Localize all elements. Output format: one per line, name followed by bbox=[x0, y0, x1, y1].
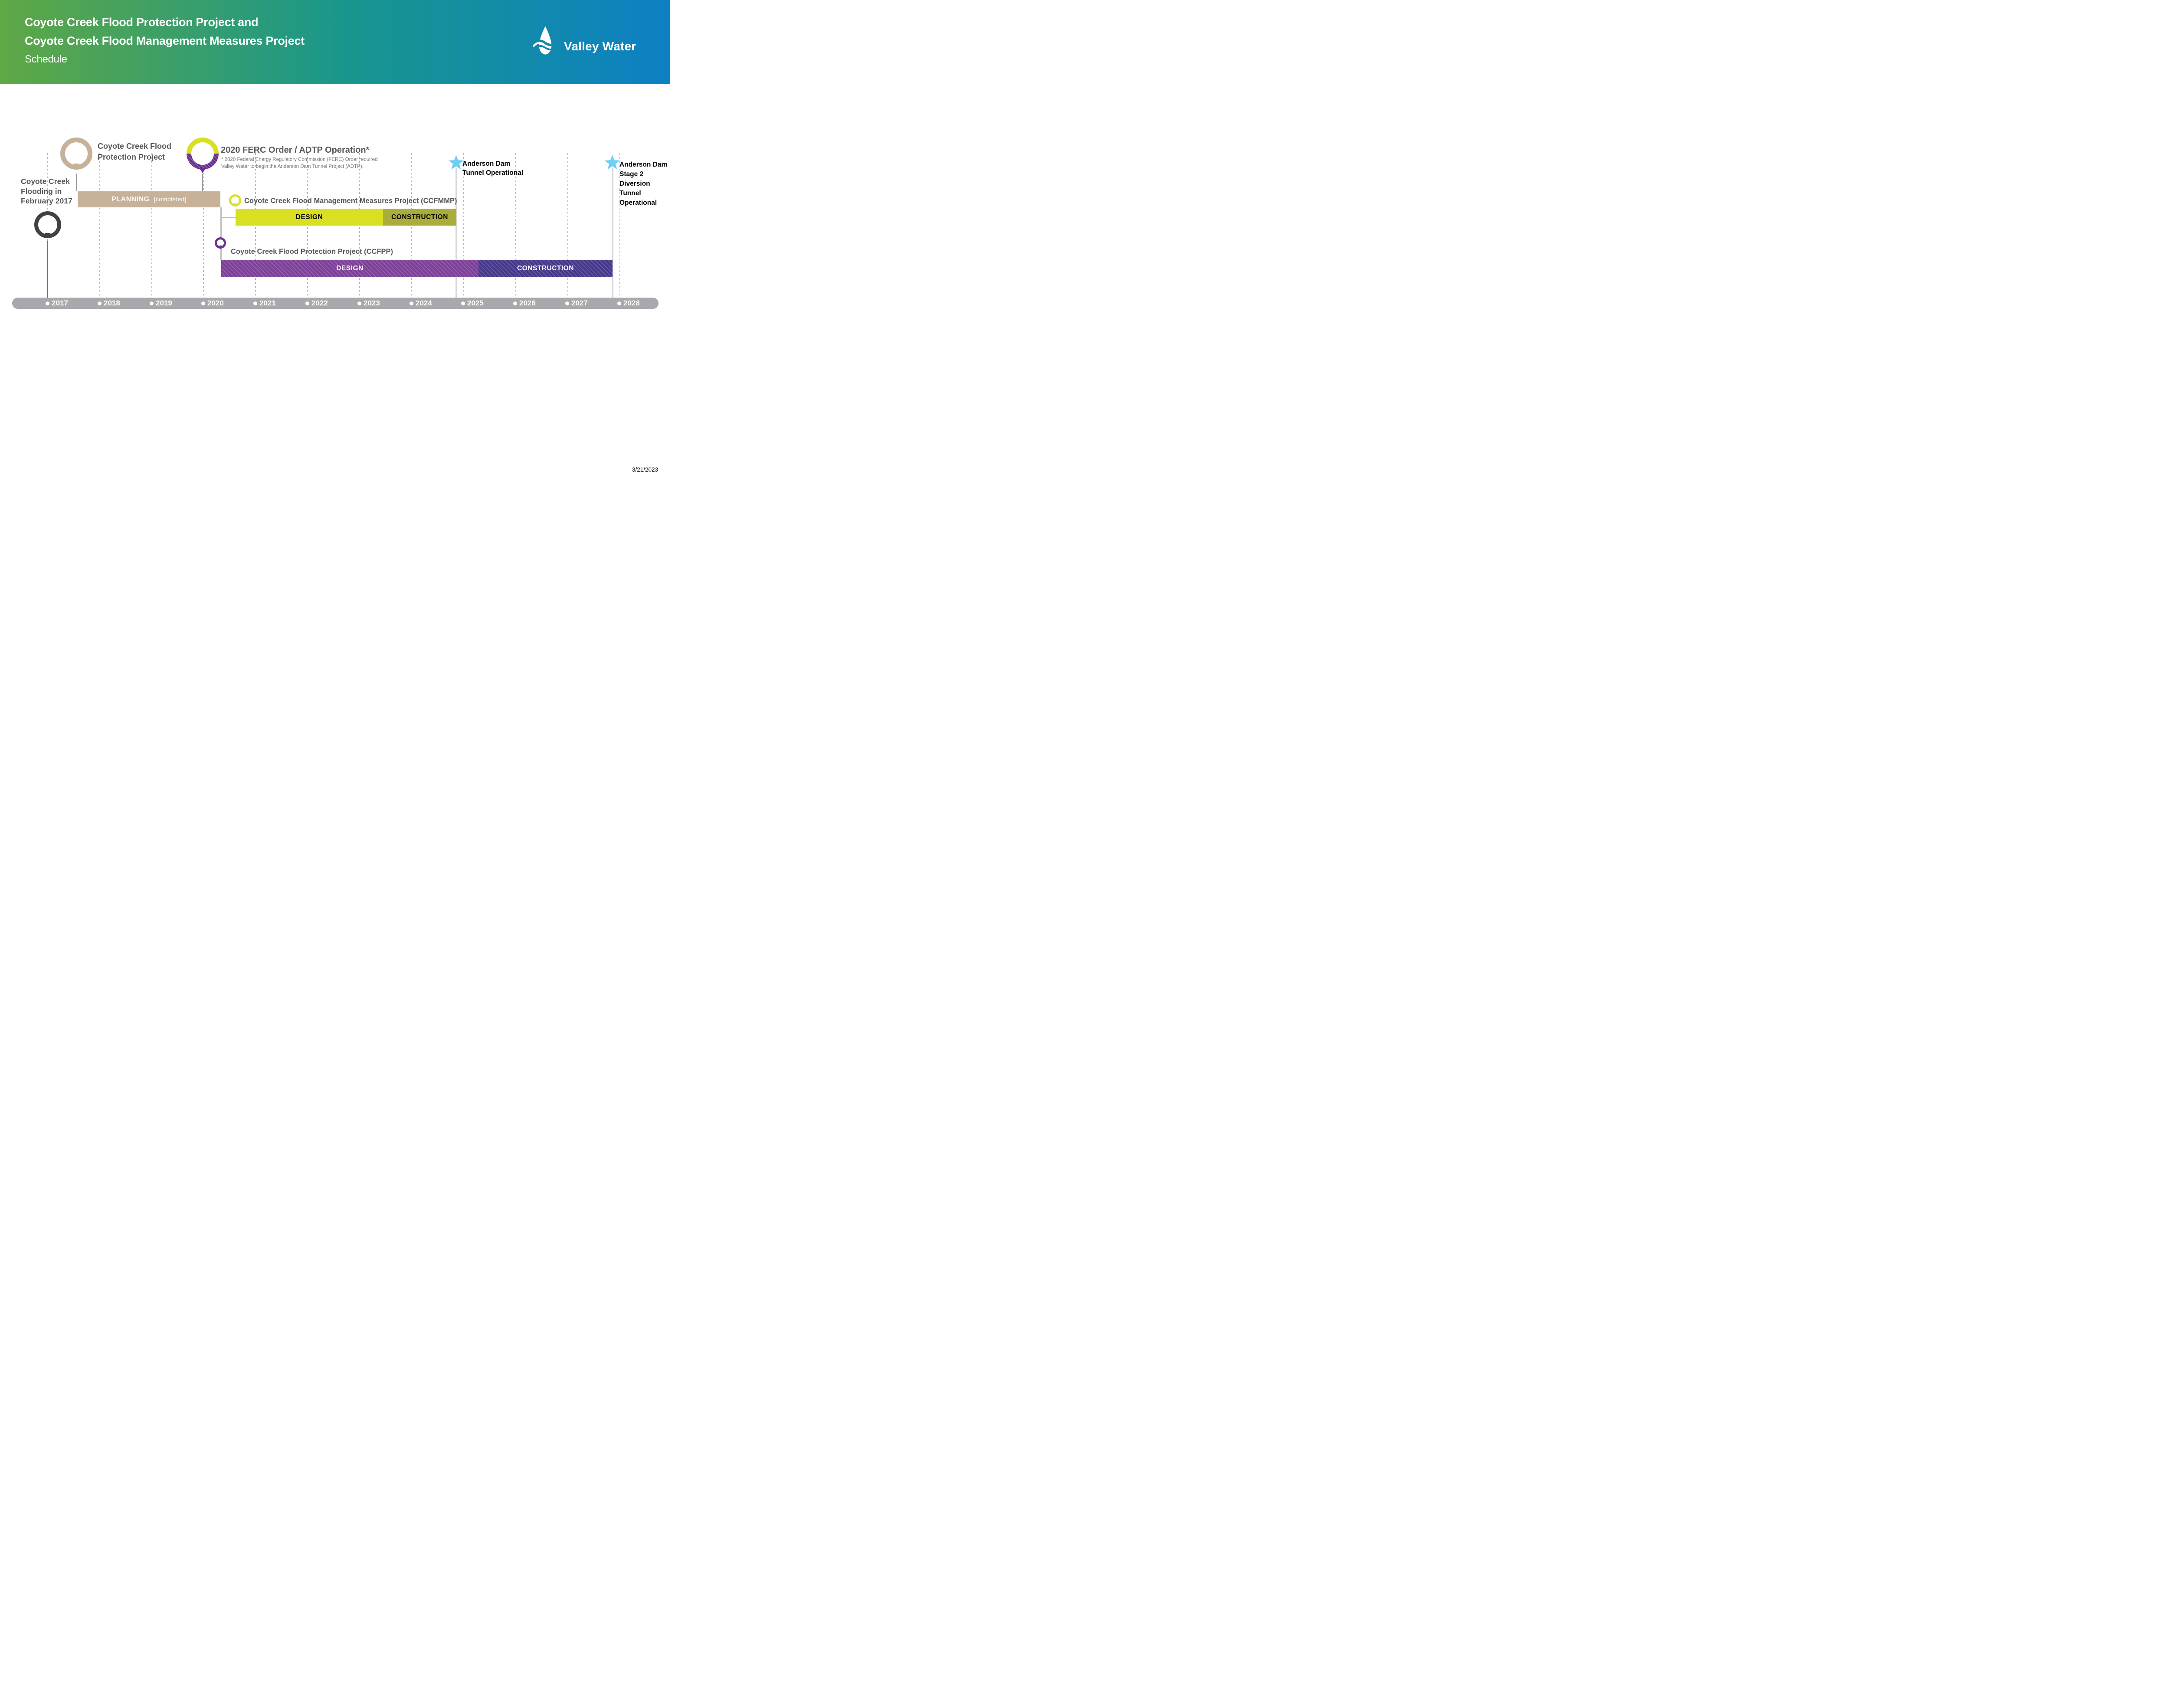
water-drop-icon bbox=[533, 25, 557, 56]
year-tick: 2027 bbox=[565, 298, 588, 309]
year-gridline bbox=[463, 153, 464, 298]
stage2-operational-label: Anderson Dam Stage 2 Diversion Tunnel Op… bbox=[619, 161, 668, 207]
ferc-order-title: 2020 FERC Order / ADTP Operation* bbox=[221, 145, 370, 155]
ccfpp-construction-bar: CONSTRUCTION bbox=[478, 260, 613, 277]
year-gridline bbox=[567, 153, 568, 298]
ccfmmp-design-bar: DESIGN bbox=[236, 209, 383, 226]
pin-stem bbox=[202, 174, 203, 191]
year-tick: 2023 bbox=[357, 298, 380, 309]
year-tick: 2022 bbox=[305, 298, 328, 309]
year-tick: 2019 bbox=[150, 298, 172, 309]
year-tick: 2021 bbox=[253, 298, 276, 309]
year-tick: 2017 bbox=[46, 298, 68, 309]
year-gridline bbox=[151, 153, 152, 298]
year-gridline bbox=[203, 153, 204, 298]
star-icon bbox=[604, 155, 620, 170]
ccfpp-construction-label: CONSTRUCTION bbox=[517, 265, 574, 272]
adtp-operational-label: Anderson Dam Tunnel Operational bbox=[462, 160, 524, 177]
year-tick: 2025 bbox=[461, 298, 484, 309]
flooding-label: Coyote Creek Flooding in February 2017 bbox=[21, 177, 72, 205]
ccfmmp-title: Coyote Creek Flood Management Measures P… bbox=[244, 197, 457, 205]
ccfmmp-design-label: DESIGN bbox=[295, 213, 323, 221]
milestone-line-2025 bbox=[455, 168, 457, 298]
year-tick: 2018 bbox=[98, 298, 120, 309]
ccfpp-kickoff-pin bbox=[60, 138, 92, 170]
planning-status: [completed] bbox=[154, 196, 187, 203]
ccfmmp-construction-bar: CONSTRUCTION bbox=[383, 209, 456, 226]
connector-line bbox=[220, 217, 237, 218]
header: Coyote Creek Flood Protection Project an… bbox=[0, 0, 670, 84]
flooding-pin bbox=[34, 211, 61, 238]
year-tick: 2028 bbox=[617, 298, 640, 309]
year-tick: 2026 bbox=[513, 298, 536, 309]
ccfpp-pin bbox=[215, 237, 226, 249]
ccfpp-design-bar: DESIGN bbox=[221, 260, 478, 277]
valley-water-logo: Valley Water bbox=[533, 25, 636, 56]
revision-date: 3/21/2023 bbox=[632, 466, 658, 473]
year-gridline bbox=[515, 153, 516, 298]
ccfpp-kickoff-label: Coyote Creek Flood Protection Project bbox=[98, 142, 172, 161]
ccfmmp-pin bbox=[229, 194, 241, 207]
milestone-line-2028 bbox=[612, 168, 613, 298]
connector-line bbox=[220, 207, 222, 260]
year-gridline bbox=[619, 153, 620, 298]
ferc-order-pin bbox=[187, 138, 219, 170]
schedule-infographic: Coyote Creek Flood Protection Project an… bbox=[0, 0, 670, 485]
year-gridline bbox=[99, 153, 100, 298]
planning-label: PLANNING bbox=[111, 195, 150, 203]
subtitle: Schedule bbox=[25, 53, 67, 65]
page-title: Coyote Creek Flood Protection Project an… bbox=[25, 13, 305, 66]
pin-stem bbox=[76, 174, 77, 191]
pin-stem bbox=[47, 241, 48, 298]
planning-bar: PLANNING [completed] bbox=[78, 191, 220, 207]
year-tick: 2024 bbox=[410, 298, 432, 309]
ferc-order-note: * 2020 Federal Energy Regulatory Commiss… bbox=[221, 157, 378, 169]
year-tick: 2020 bbox=[201, 298, 224, 309]
title-line-1: Coyote Creek Flood Protection Project an… bbox=[25, 16, 259, 29]
ccfpp-title: Coyote Creek Flood Protection Project (C… bbox=[231, 248, 393, 256]
star-icon bbox=[448, 155, 464, 170]
timeline-bar bbox=[12, 298, 659, 309]
ccfpp-design-label: DESIGN bbox=[336, 265, 364, 272]
brand-name: Valley Water bbox=[564, 39, 636, 53]
title-line-2: Coyote Creek Flood Management Measures P… bbox=[25, 34, 305, 47]
ccfmmp-construction-label: CONSTRUCTION bbox=[391, 213, 448, 221]
